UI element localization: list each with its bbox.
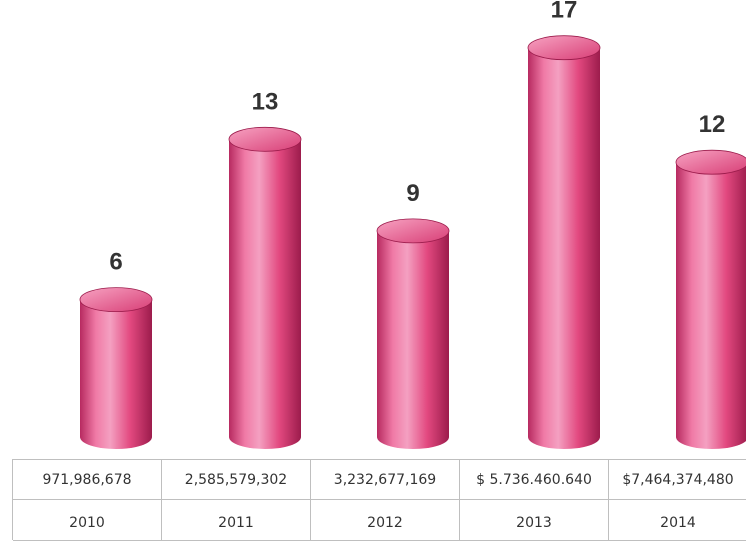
bar-2011: 13 bbox=[228, 88, 302, 450]
amount-cell-2011: 2,585,579,302 bbox=[162, 460, 311, 500]
year-cell-2012: 2012 bbox=[311, 500, 460, 541]
bar-body-2013 bbox=[528, 47, 600, 449]
data-label-2011: 13 bbox=[252, 88, 279, 115]
data-label-2014: 12 bbox=[699, 111, 726, 138]
amount-cell-2013: $ 5.736.460.640 bbox=[460, 460, 609, 500]
data-label-2012: 9 bbox=[406, 180, 419, 207]
bar-body-2012 bbox=[377, 230, 449, 449]
bar-cap-2013 bbox=[527, 35, 601, 61]
bar-body-2010 bbox=[80, 299, 152, 449]
year-cell-2010: 2010 bbox=[13, 500, 162, 541]
bar-cap-2014 bbox=[675, 149, 746, 175]
bar-cap-2010 bbox=[79, 287, 153, 313]
bar-2010: 6 bbox=[79, 249, 153, 449]
bar-body-2014 bbox=[676, 162, 746, 449]
year-cell-2013: 2013 bbox=[460, 500, 609, 541]
bar-2014: 12 bbox=[675, 111, 746, 449]
cylinder-bar-chart: 6 13 9 17 12 bbox=[79, 0, 746, 450]
data-label-2013: 17 bbox=[551, 0, 578, 24]
year-cell-2011: 2011 bbox=[162, 500, 311, 541]
amount-cell-2014: $7,464,374,480 bbox=[609, 460, 746, 500]
amount-cell-2012: 3,232,677,169 bbox=[311, 460, 460, 500]
bar-cap-2012 bbox=[376, 218, 450, 244]
bar-cap-2011 bbox=[228, 126, 302, 152]
data-table: 971,986,678 2,585,579,302 3,232,677,169 $ 5… bbox=[12, 459, 746, 541]
data-label-2010: 6 bbox=[109, 249, 122, 276]
bar-2012: 9 bbox=[376, 180, 450, 449]
year-cell-2014: 2014 bbox=[609, 500, 746, 541]
bar-body-2011 bbox=[229, 139, 301, 450]
bar-2013: 17 bbox=[527, 0, 601, 449]
amount-cell-2010: 971,986,678 bbox=[13, 460, 162, 500]
